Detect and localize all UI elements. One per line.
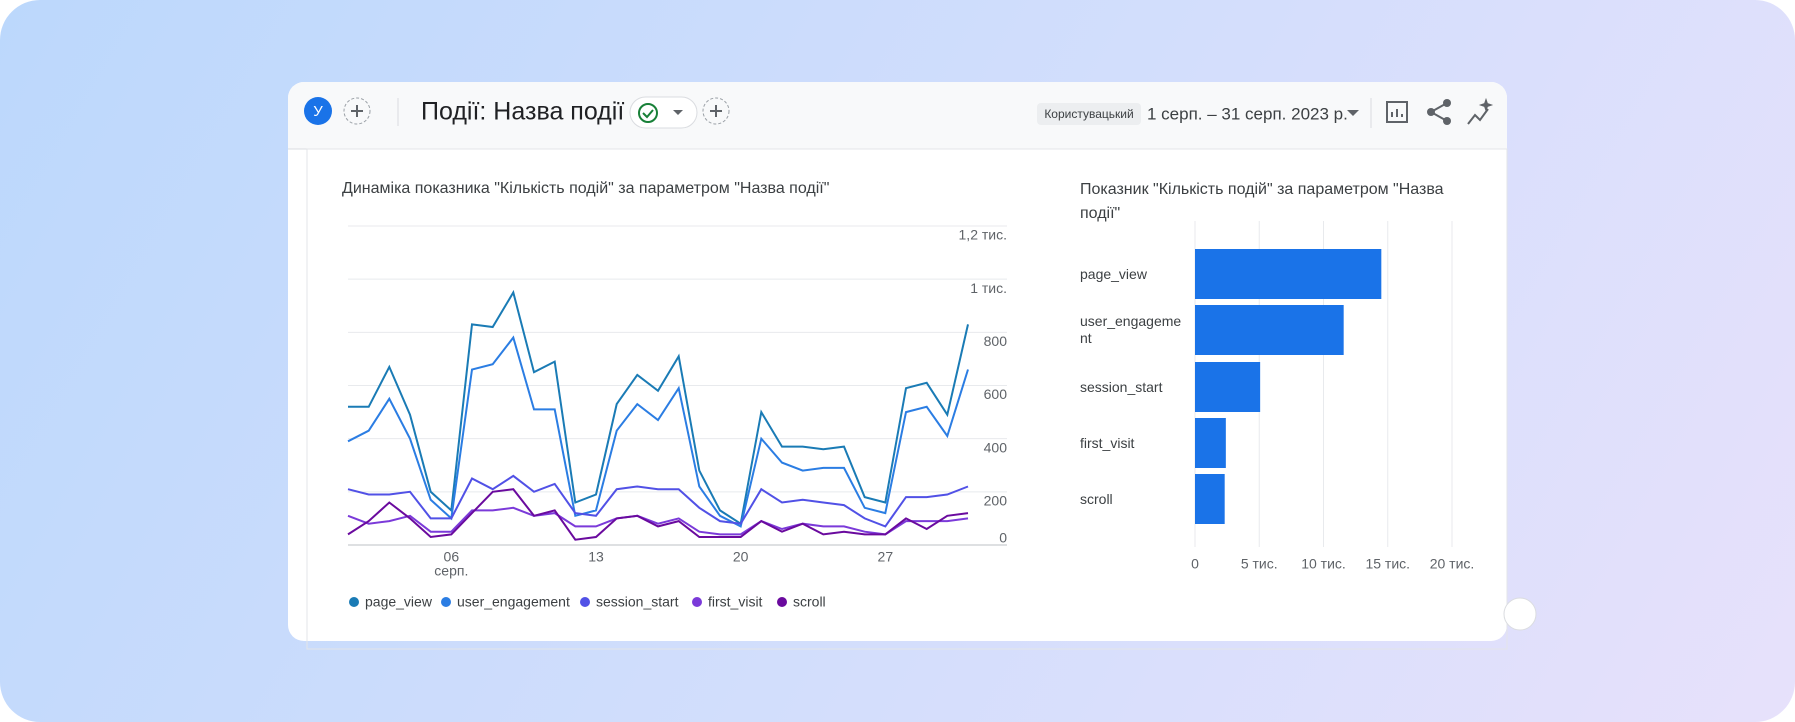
floating-button[interactable]: [1503, 597, 1537, 631]
add-button[interactable]: [343, 97, 371, 125]
x-tick-label: 15 тис.: [1365, 556, 1410, 572]
date-range[interactable]: 1 серп. – 31 серп. 2023 р.: [1147, 104, 1348, 123]
legend-label[interactable]: first_visit: [708, 594, 763, 610]
chart-title: Показник "Кількість подій" за параметром…: [1080, 181, 1444, 222]
legend-label[interactable]: session_start: [596, 594, 679, 610]
y-tick-label: 1,2 тис.: [959, 227, 1007, 243]
chart-title: Динаміка показника "Кількість подій" за …: [342, 180, 829, 197]
avatar[interactable]: [304, 97, 332, 125]
y-category-label: user_engagement: [1080, 313, 1182, 346]
y-tick-label: 200: [984, 493, 1008, 509]
legend-marker: [580, 597, 590, 607]
x-tick-label: 27: [878, 549, 894, 565]
header-bar: [288, 82, 1507, 149]
x-tick-label: 20 тис.: [1430, 556, 1475, 572]
y-category-label: page_view: [1080, 265, 1147, 282]
legend-marker: [777, 597, 787, 607]
series-line: [348, 289, 969, 526]
legend-marker: [441, 597, 451, 607]
y-category-label: session_start: [1080, 378, 1163, 395]
y-tick-label: 800: [984, 333, 1008, 349]
insights-icon[interactable]: [1467, 97, 1494, 125]
legend-label[interactable]: page_view: [365, 594, 433, 610]
avatar-letter: У: [313, 103, 323, 120]
y-tick-label: 400: [984, 439, 1008, 455]
bar: [1195, 362, 1261, 412]
comparison-chip[interactable]: Користувацький: [1044, 107, 1133, 121]
series-line: [347, 506, 969, 536]
series-line: [347, 474, 969, 528]
bar: [1195, 249, 1382, 299]
bar: [1195, 418, 1226, 468]
add-comparison[interactable]: [702, 97, 730, 125]
y-tick-label: 1 тис.: [970, 280, 1007, 296]
date-dropdown[interactable]: [1347, 110, 1359, 116]
x-tick-label: 13: [588, 549, 604, 565]
x-tick-label: 20: [733, 549, 749, 565]
legend-label[interactable]: user_engagement: [457, 594, 570, 610]
bar: [1195, 474, 1225, 524]
customize-icon[interactable]: [1386, 101, 1408, 123]
x-tick-label: 5 тис.: [1241, 556, 1278, 572]
share-icon[interactable]: [1427, 99, 1451, 125]
x-tick-label: 10 тис.: [1301, 556, 1346, 572]
bar: [1195, 305, 1344, 355]
x-month-label: серп.: [434, 563, 468, 579]
x-tick-label: 0: [1191, 556, 1199, 572]
series-line: [347, 488, 969, 541]
y-tick-label: 600: [984, 386, 1008, 402]
legend-marker: [349, 597, 359, 607]
legend-label[interactable]: scroll: [793, 594, 826, 610]
y-tick-label: 0: [999, 530, 1007, 546]
status-chip[interactable]: [629, 96, 698, 129]
panel: [306, 148, 1508, 650]
y-category-label: first_visit: [1080, 434, 1135, 451]
x-tick-label: 06: [444, 549, 460, 565]
chip-bg: [1037, 103, 1141, 125]
legend-marker: [692, 597, 702, 607]
page-title: Події: Назва події: [421, 98, 624, 126]
y-category-label: scroll: [1080, 490, 1113, 507]
